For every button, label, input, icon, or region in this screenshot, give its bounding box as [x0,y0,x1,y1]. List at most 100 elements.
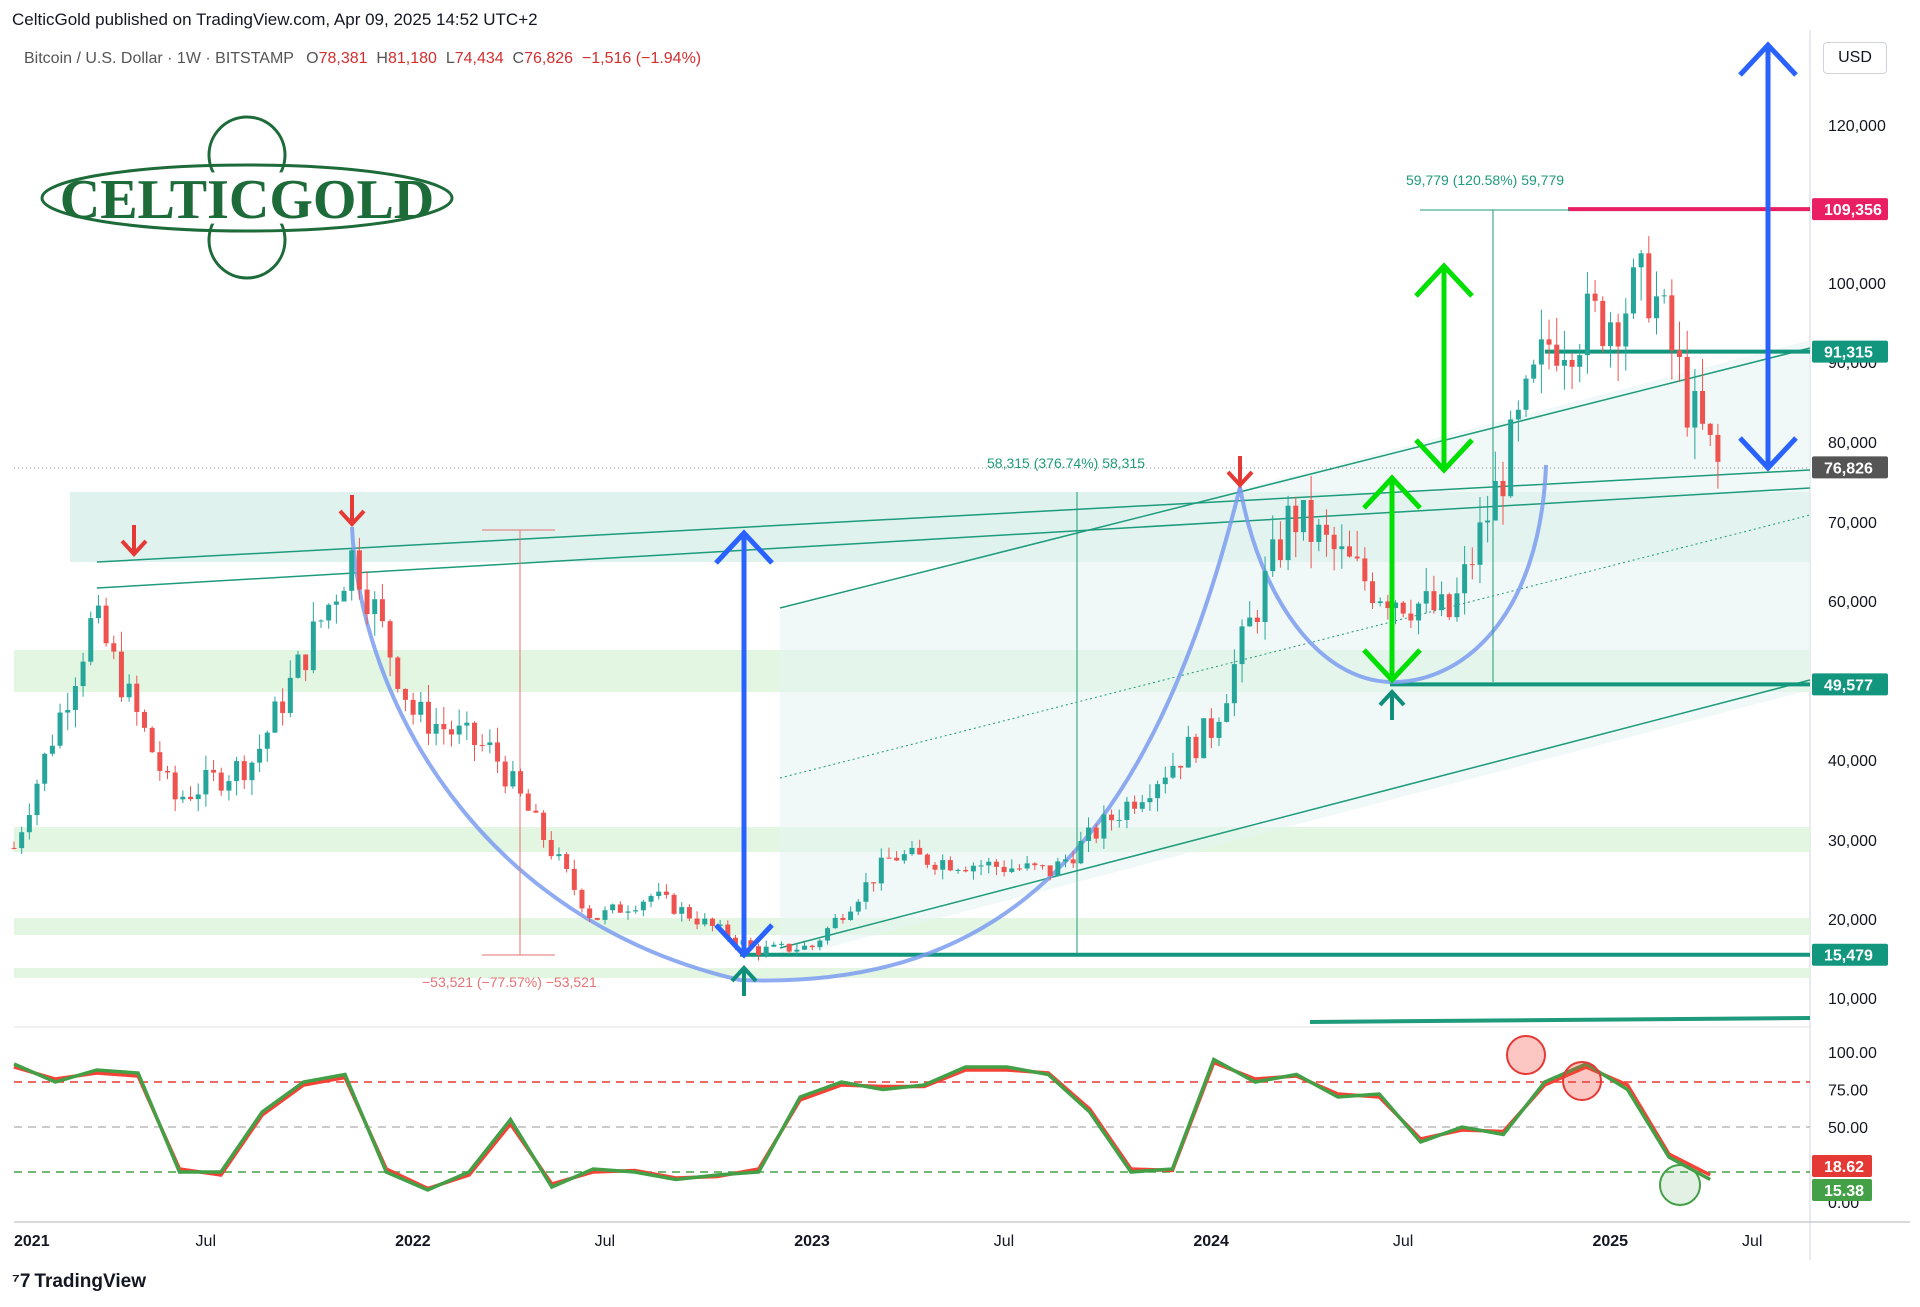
candle-body [134,683,140,712]
candle-body [518,771,524,794]
candle-body [287,677,293,713]
candle-body [234,761,240,782]
candle-body [1485,520,1491,523]
red-top-arrow [338,495,366,527]
candle-body [541,812,547,840]
candle-body [1139,802,1145,809]
candle-body [1124,801,1130,820]
price-tick-label: 100,000 [1828,276,1886,293]
candle-body [748,940,754,947]
candle-body [679,907,685,914]
candle-body [533,810,539,813]
candle-body [909,847,915,855]
candle-body [587,908,593,918]
stoch-value-label: 15.38 [1824,1183,1864,1200]
candle-body [1653,296,1659,319]
candle-body [218,772,224,791]
candle-body [1554,344,1560,366]
candle-body [970,865,976,872]
candle-body [1577,355,1583,367]
candle-body [1546,339,1552,345]
blue-target-arrow-head-down [1738,436,1798,472]
candle-body [318,620,324,622]
candle-body [395,657,401,689]
candle-body [610,904,616,911]
candle-body [464,722,470,726]
blue-target-arrow-head-up [1738,41,1798,77]
candle-body [1377,601,1383,604]
tradingview-logo[interactable]: ⁷7 TradingView [12,1271,146,1292]
candle-body [978,865,984,867]
candle-body [625,911,631,913]
candle-body [1707,423,1713,435]
channel-line-lower [96,487,1811,589]
time-tick-label: 2021 [14,1233,50,1250]
candle-body [1500,480,1506,497]
candle-body [671,894,677,914]
candle-body [779,943,785,945]
candle-body [249,762,255,781]
ohlc-values: O78,381 H81,180 L74,434 C76,826 −1,516 (… [306,50,702,67]
stoch-tick-label: 75.00 [1828,1083,1868,1100]
candle-body [456,725,462,735]
teal-bottom-arrow [730,965,758,996]
candle-body [1630,267,1636,314]
candle-body [364,589,370,615]
candle-body [1331,534,1337,550]
candle-body [986,861,992,866]
green-lower-arrow [1362,474,1422,684]
green-lower-arrow-head-down [1362,648,1422,684]
candle-body [1423,591,1429,604]
candle-body [257,748,263,763]
time-tick-label: Jul [1742,1233,1762,1250]
candle-body [564,854,570,869]
candle-body [1039,865,1045,867]
price-level-badge [1812,673,1888,696]
candle-body [886,857,892,859]
measure-label-rally: 58,315 (376.74%) 58,315 [987,455,1145,471]
cup-curve-large [350,486,1242,983]
channel-line-upper [96,469,1811,563]
candle-body [487,742,493,745]
candle-body [141,711,147,728]
candle-body [1538,339,1544,365]
candle-body [1178,765,1184,768]
cup-curve-small [1238,464,1548,685]
candle-body [1262,571,1268,623]
stoch-tick-label: 100.00 [1828,1045,1877,1062]
price-level-badge [1812,456,1888,479]
candle-body [924,854,930,865]
candle-body [1439,594,1445,611]
candle-body [1293,505,1299,533]
candle-body [1477,522,1483,565]
price-tick-label: 120,000 [1828,118,1886,135]
red-top-arrow-head [338,509,366,527]
candle-body [802,945,808,950]
published-line: CelticGold published on TradingView.com,… [12,10,538,29]
currency-button[interactable]: USD [1823,42,1887,74]
candle-body [126,683,132,698]
stoch-value-badge [1812,1155,1872,1177]
candle-body [556,854,562,857]
candle-body [49,745,55,754]
candle-body [1239,626,1245,665]
candle-body [1669,295,1675,351]
candle-body [157,752,163,771]
candle-body [356,550,362,590]
support-band [14,918,1810,935]
candle-body [1070,859,1076,864]
candle-body [42,753,48,784]
candle-body [1370,581,1376,604]
candle-body [1216,721,1222,738]
candle-body [11,847,17,849]
candle-body [372,599,378,615]
candle-body [26,815,32,833]
price-level-label: 109,356 [1824,202,1882,219]
price-tick-label: 30,000 [1828,833,1877,850]
candle-body [1277,539,1283,561]
candle-body [149,727,155,753]
candle-body [1569,359,1575,367]
candle-body [1646,253,1652,319]
candle-body [1692,390,1698,428]
